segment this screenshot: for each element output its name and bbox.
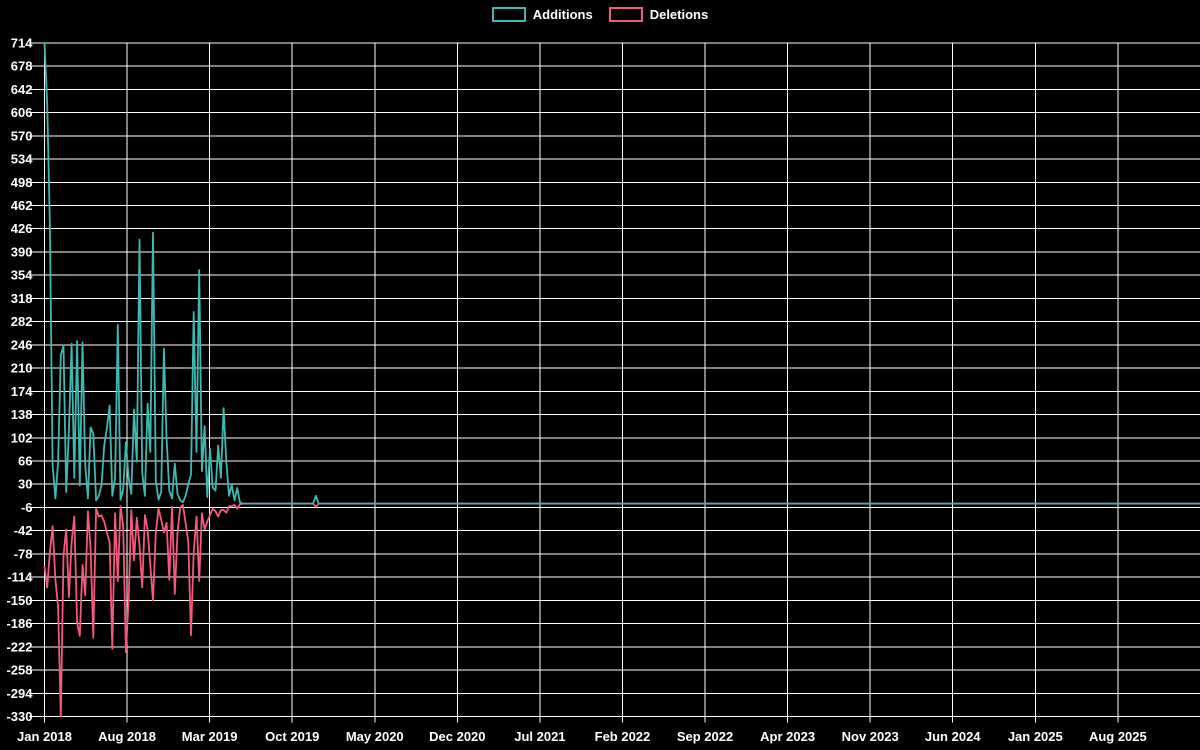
y-axis-tick-label: 390 — [11, 244, 33, 259]
x-axis-tick-label: Nov 2023 — [842, 729, 899, 744]
y-axis-tick-label: 102 — [11, 430, 33, 445]
x-axis-tick-label: Aug 2025 — [1089, 729, 1147, 744]
y-axis-tick-label: -330 — [6, 709, 32, 724]
axis-labels: 714 678 642 606 570 534 498 462 426 390 354 318 282 2… — [6, 35, 1146, 744]
legend-label-deletions: Deletions — [649, 7, 709, 22]
additions-line — [43, 42, 1200, 505]
y-axis-tick-label: 282 — [11, 314, 33, 329]
y-axis-tick-label: 570 — [11, 128, 33, 143]
x-axis-tick-label: Dec 2020 — [429, 729, 485, 744]
y-axis-tick-label: 66 — [18, 453, 32, 468]
y-axis-tick-label: 318 — [11, 291, 33, 306]
y-axis-tick-label: 174 — [11, 384, 33, 399]
y-axis-tick-label: 678 — [11, 59, 33, 74]
y-axis-tick-label: 642 — [11, 82, 33, 97]
y-axis-tick-label: -42 — [14, 523, 33, 538]
y-axis-tick-label: -222 — [6, 639, 32, 654]
y-axis-tick-label: 714 — [11, 35, 33, 50]
x-axis-tick-label: Apr 2023 — [760, 729, 815, 744]
x-axis-tick-label: Sep 2022 — [677, 729, 733, 744]
x-axis-tick-label: Aug 2018 — [98, 729, 156, 744]
y-axis-tick-label: 462 — [11, 198, 33, 213]
y-axis-tick-label: 138 — [11, 407, 33, 422]
y-axis-tick-label: 498 — [11, 175, 33, 190]
y-axis-tick-label: -6 — [21, 500, 33, 515]
x-axis-tick-label: Jan 2018 — [17, 729, 72, 744]
y-axis-tick-label: 354 — [11, 268, 33, 283]
legend-label-additions: Additions — [532, 7, 593, 22]
x-axis-tick-label: Jun 2024 — [925, 729, 981, 744]
x-axis-tick-label: Oct 2019 — [265, 729, 319, 744]
x-axis-tick-label: Feb 2022 — [595, 729, 651, 744]
y-axis-tick-label: -258 — [6, 663, 32, 678]
legend-item-additions[interactable]: Additions — [491, 7, 593, 22]
y-axis-tick-label: -114 — [7, 570, 33, 585]
x-axis-tick-label: Jul 2021 — [514, 729, 565, 744]
legend-item-deletions[interactable]: Deletions — [608, 7, 709, 22]
y-axis-tick-label: 246 — [11, 337, 33, 352]
x-axis-tick-label: Mar 2019 — [182, 729, 238, 744]
y-axis-tick-label: -150 — [6, 593, 32, 608]
chart-legend: Additions Deletions — [0, 7, 1200, 22]
y-axis-tick-label: 210 — [11, 361, 33, 376]
additions-swatch-icon — [491, 7, 526, 22]
gridlines — [29, 42, 1200, 723]
y-axis-tick-label: -186 — [6, 616, 32, 631]
deletions-swatch-icon — [608, 7, 643, 22]
x-axis-tick-label: Jan 2025 — [1008, 729, 1063, 744]
y-axis-tick-label: -294 — [6, 686, 33, 701]
x-axis-tick-label: May 2020 — [346, 729, 404, 744]
y-axis-tick-label: 534 — [11, 152, 33, 167]
y-axis-tick-label: -78 — [14, 546, 33, 561]
y-axis-tick-label: 30 — [18, 477, 32, 492]
y-axis-tick-label: 606 — [11, 105, 33, 120]
y-axis-tick-label: 426 — [11, 221, 33, 236]
